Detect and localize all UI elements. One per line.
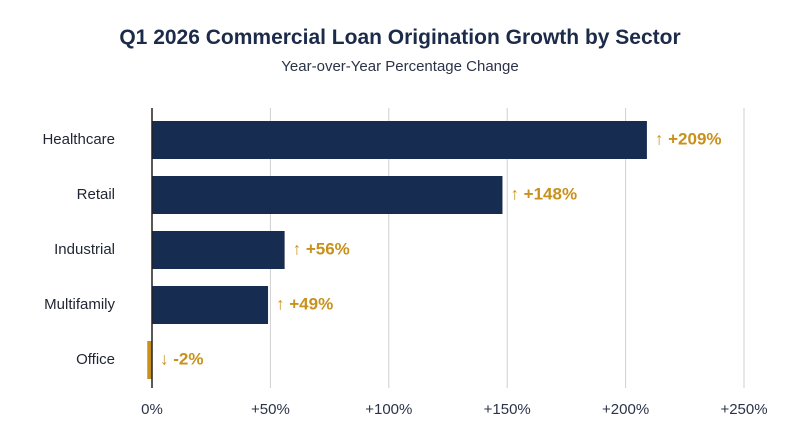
category-label: Office [76, 351, 115, 368]
bar [147, 341, 152, 379]
x-tick-label: +200% [602, 401, 649, 418]
value-label: ↑ +56% [293, 239, 350, 258]
value-label: ↑ +148% [510, 184, 577, 203]
bar [152, 231, 285, 269]
value-label: ↑ +49% [276, 294, 333, 313]
category-label: Healthcare [42, 131, 115, 148]
category-label: Retail [77, 186, 115, 203]
value-label: ↑ +209% [655, 129, 722, 148]
chart-title: Q1 2026 Commercial Loan Origination Grow… [119, 26, 681, 49]
x-tick-label: +50% [251, 401, 290, 418]
bar [152, 286, 269, 324]
bar [152, 176, 503, 214]
x-tick-label: +250% [720, 401, 767, 418]
x-tick-label: +100% [365, 401, 412, 418]
bar [152, 121, 647, 159]
chart-subtitle: Year-over-Year Percentage Change [281, 58, 519, 75]
category-label: Multifamily [44, 296, 115, 313]
x-tick-label: 0% [141, 401, 163, 418]
value-label: ↓ -2% [160, 349, 203, 368]
x-tick-label: +150% [484, 401, 531, 418]
category-label: Industrial [54, 241, 115, 258]
